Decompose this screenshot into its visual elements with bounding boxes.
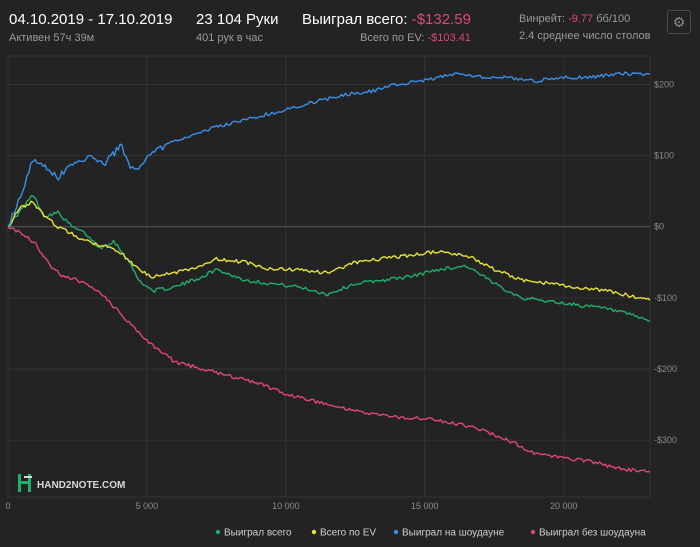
ev-total: Всего по EV: -$103.41 — [302, 32, 471, 44]
legend-label: Выиграл без шоудауна — [539, 527, 646, 539]
x-tick-label: 0 — [5, 501, 10, 511]
y-axis: $200 $100 $0 -$100 -$200 -$300 — [654, 79, 677, 445]
legend-item[interactable]: Выиграл на шоудауне — [393, 528, 505, 539]
avg-tables: 2.4 среднее число столов — [519, 30, 651, 42]
y-tick-label: -$200 — [654, 364, 677, 374]
plot-frame — [7, 55, 651, 498]
winrate-value: -9.77 — [568, 13, 594, 25]
active-time: Активен 57ч 39м — [9, 32, 95, 44]
won-total-label: Выиграл всего: — [302, 11, 408, 28]
hands-count: 23 104 Руки — [196, 11, 279, 28]
legend-item[interactable]: Выиграл без шоудауна — [530, 527, 646, 539]
legend-item[interactable]: Всего по EV — [311, 528, 377, 539]
legend-marker — [311, 529, 317, 535]
chart-legend: Выиграл всего Всего по EV Выиграл на шоуда… — [215, 527, 646, 539]
legend-item[interactable]: Выиграл всего — [215, 528, 292, 539]
gear-icon: ⚙ — [672, 13, 686, 30]
legend-marker — [215, 529, 221, 535]
date-range-block: 04.10.2019 - 17.10.2019 Активен 57ч 39м — [9, 11, 172, 44]
won-total: Выиграл всего: -$132.59 — [302, 11, 471, 28]
winrate-block: Винрейт: -9.77 бб/100 2.4 среднее число … — [519, 13, 651, 42]
logo-text: HAND2NOTE.COM — [37, 480, 125, 491]
x-axis: 0 5 000 10 000 15 000 20 000 — [5, 501, 577, 511]
winnings-chart: $200 $100 $0 -$100 -$200 -$300 0 5 000 10 000 15… — [5, 55, 677, 539]
legend-label: Выиграл на шоудауне — [402, 528, 505, 539]
series-line — [7, 200, 651, 301]
y-tick-label: -$300 — [654, 435, 677, 445]
series-line — [7, 71, 651, 228]
winrate-label: Винрейт: — [519, 13, 566, 25]
y-tick-label: $100 — [654, 151, 674, 161]
x-tick-label: 10 000 — [272, 501, 300, 511]
legend-label: Всего по EV — [320, 528, 376, 539]
ev-total-label: Всего по EV: — [360, 32, 425, 44]
chart-series — [7, 71, 651, 473]
legend-marker — [393, 529, 399, 535]
settings-button[interactable]: ⚙ — [667, 10, 691, 34]
stats-header: 04.10.2019 - 17.10.2019 Активен 57ч 39м … — [0, 0, 700, 52]
hands-block: 23 104 Руки 401 рук в час — [196, 11, 279, 44]
won-total-value: -$132.59 — [411, 11, 471, 28]
series-line — [7, 195, 651, 322]
y-tick-label: -$100 — [654, 293, 677, 303]
y-tick-label: $200 — [654, 79, 674, 89]
h2n-logo: HAND2NOTE.COM — [18, 474, 125, 492]
legend-marker — [530, 529, 536, 535]
h2n-logo-icon — [18, 474, 32, 492]
hands-per-hour: 401 рук в час — [196, 32, 264, 44]
winnings-block: Выиграл всего: -$132.59 Всего по EV: -$1… — [302, 11, 471, 44]
date-range: 04.10.2019 - 17.10.2019 — [9, 11, 173, 28]
chart-grid — [7, 55, 651, 498]
y-tick-label: $0 — [654, 222, 664, 232]
legend-label: Выиграл всего — [224, 528, 292, 539]
ev-total-value: -$103.41 — [427, 32, 471, 44]
x-tick-label: 5 000 — [136, 501, 159, 511]
x-tick-label: 15 000 — [411, 501, 439, 511]
series-line — [7, 226, 651, 473]
x-tick-label: 20 000 — [550, 501, 578, 511]
winrate-unit: бб/100 — [596, 13, 631, 25]
winrate: Винрейт: -9.77 бб/100 — [519, 13, 651, 25]
